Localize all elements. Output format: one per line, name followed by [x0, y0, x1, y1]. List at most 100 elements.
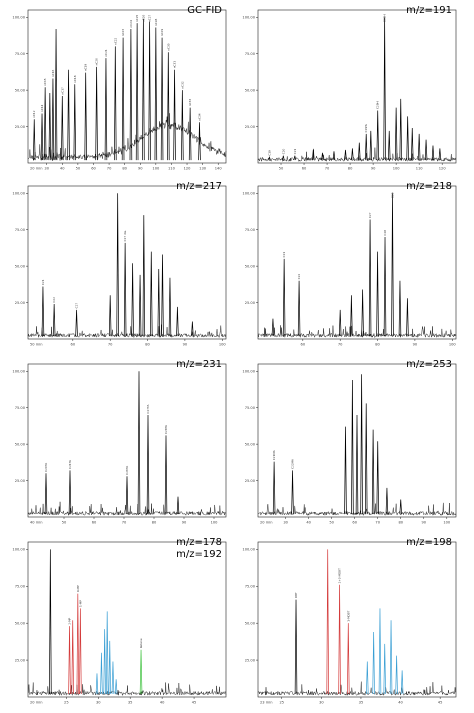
peak — [111, 661, 115, 695]
x-tick-label: 60 — [352, 521, 357, 525]
x-tick-label: 80 — [122, 167, 127, 171]
peak — [438, 148, 442, 161]
peak — [142, 18, 145, 161]
chromatogram-svg: 25.00 50.00 75.00 100.00 30 40 50 60 70 80 90 100 11… — [12, 9, 227, 171]
peak-label: C27 — [368, 212, 372, 218]
peak — [398, 280, 402, 337]
peak — [383, 236, 387, 337]
peak-label: nC19 — [84, 64, 88, 72]
x-unit-label: 20 min — [30, 701, 43, 705]
peak — [139, 649, 143, 695]
x-tick-label: 45 — [438, 701, 443, 705]
x-tick-label: 40 — [60, 167, 65, 171]
x-unit-label: 40 min — [30, 521, 43, 525]
x-tick-label: 90 — [138, 167, 143, 171]
y-tick-label: 100.00 — [242, 192, 255, 196]
peak — [387, 130, 391, 161]
peak-label: C30H — [383, 14, 387, 22]
peak-label: C27 — [75, 303, 79, 309]
plot-frame — [27, 9, 227, 164]
peak — [54, 28, 58, 161]
panel-mz-217: 25.00 50.00 75.00 100.00 60 70 80 90 100 50 min C2… — [8, 178, 230, 352]
peak-label: C21 — [282, 252, 286, 258]
peak — [75, 309, 78, 337]
baseline-trace — [257, 502, 457, 516]
peak-label: C26TA — [125, 466, 129, 475]
x-tick-label: 25 — [279, 701, 284, 705]
peak — [399, 499, 402, 515]
x-tick-label: 50 — [329, 521, 334, 525]
x-tick-label: 130 — [199, 167, 207, 171]
y-tick-label: 25.00 — [245, 125, 256, 129]
peak-label: nC16 — [51, 69, 55, 77]
peak — [76, 593, 80, 695]
peak-label: C28TA — [164, 425, 168, 434]
peak — [167, 52, 170, 161]
peak — [364, 403, 368, 515]
peak — [168, 277, 172, 337]
y-tick-label: 50.00 — [245, 442, 256, 446]
peak — [125, 476, 129, 515]
peak — [160, 37, 164, 161]
x-tick-label: 25 — [64, 701, 69, 705]
peak — [361, 289, 364, 337]
x-tick-label: 100 — [443, 521, 451, 525]
x-unit-label: 23 min — [260, 701, 273, 705]
x-tick-label: 100 — [219, 343, 227, 347]
peak — [376, 251, 379, 337]
plot-frame — [257, 9, 457, 164]
peak — [129, 28, 133, 161]
peak — [344, 149, 347, 161]
peak-label: nC17 — [60, 87, 64, 95]
peak — [364, 133, 368, 161]
peak — [297, 280, 301, 337]
x-tick-label: 80 — [152, 521, 157, 525]
peak-label: nC27 — [148, 14, 152, 22]
x-tick-label: 30 — [283, 521, 288, 525]
peak-label: C22 — [52, 297, 56, 303]
peak — [176, 496, 180, 515]
plot-frame — [27, 363, 227, 518]
peak — [321, 152, 324, 161]
peak-label: C28 — [383, 230, 387, 236]
peak-label: C21 — [41, 279, 45, 285]
peak — [366, 661, 369, 695]
peak — [294, 599, 298, 695]
peak — [391, 193, 394, 337]
peak — [108, 295, 112, 337]
y-tick-label: 50.00 — [15, 621, 26, 625]
peak-label: 2+3-MDBT — [338, 568, 342, 583]
chromatogram-svg: 25.00 50.00 75.00 100.00 60 70 80 90 100 C21 C22 C2… — [242, 185, 457, 347]
peak-label: nC32 — [180, 81, 184, 89]
peak — [431, 145, 435, 161]
peak-label: Retene — [139, 638, 143, 648]
peak — [360, 374, 363, 515]
x-tick-label: 80 — [348, 167, 353, 171]
peak — [406, 298, 409, 337]
peak-label: nC25 — [135, 14, 139, 22]
x-unit-label: 50 min — [30, 343, 43, 347]
panel-gc-fid: 25.00 50.00 75.00 100.00 30 40 50 60 70 80 90 100 11… — [8, 2, 230, 176]
baseline-trace — [257, 147, 457, 163]
peak — [389, 620, 393, 695]
peak — [411, 128, 414, 161]
x-tick-label: 90 — [413, 343, 418, 347]
peak-label: C21MA — [272, 450, 276, 460]
x-tick-label: 100 — [449, 343, 457, 347]
peak — [181, 90, 184, 161]
x-tick-label: 70 — [107, 167, 112, 171]
peak — [44, 473, 48, 515]
peak — [385, 487, 389, 515]
x-unit-label: 20 min — [260, 521, 273, 525]
peak — [103, 629, 106, 695]
peak — [347, 623, 350, 695]
peak — [40, 113, 44, 161]
peak — [383, 17, 386, 161]
x-tick-label: 80 — [398, 521, 403, 525]
peak — [114, 46, 117, 161]
peak-label: nC18 — [73, 75, 77, 83]
peak — [338, 584, 341, 695]
peak — [135, 23, 139, 161]
peak — [406, 116, 409, 161]
y-tick-label: 75.00 — [15, 228, 26, 232]
